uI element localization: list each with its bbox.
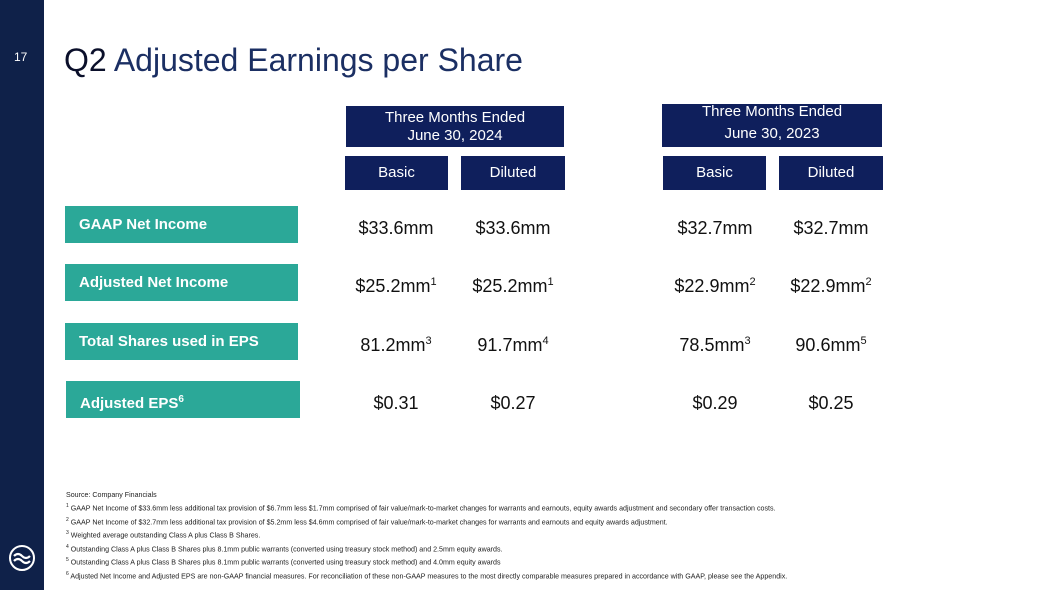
period-2024-line2: June 30, 2024 bbox=[407, 127, 503, 144]
footnote-marker: 6 bbox=[66, 571, 69, 578]
footnotes: Source: Company Financials 1 GAAP Net In… bbox=[66, 490, 1026, 583]
cell-footnote-ref: 3 bbox=[425, 335, 432, 347]
footnote-source: Source: Company Financials bbox=[66, 491, 157, 499]
row-label-text: GAAP Net Income bbox=[79, 216, 208, 233]
row-label-text: Adjusted EPS bbox=[80, 395, 179, 412]
period-header-2024: Three Months Ended June 30, 2024 bbox=[346, 106, 564, 147]
cell-footnote-ref: 2 bbox=[865, 276, 872, 288]
page-title: Q2 Adjusted Earnings per Share bbox=[64, 42, 523, 79]
page-number: 17 bbox=[14, 50, 28, 64]
title-prefix: Q2 bbox=[64, 42, 107, 78]
table-cell: $32.7mm bbox=[660, 206, 770, 247]
column-header-2024-diluted: Diluted bbox=[461, 156, 565, 190]
footnote-4: 4 Outstanding Class A plus Class B Share… bbox=[66, 542, 1026, 556]
table-cell: $32.7mm bbox=[776, 206, 886, 247]
column-header-2023-basic: Basic bbox=[663, 156, 766, 190]
cell-value: 78.5mm bbox=[679, 335, 745, 355]
period-2024-line1: Three Months Ended bbox=[384, 109, 526, 126]
cell-value: $32.7mm bbox=[677, 218, 753, 238]
cell-value: $0.25 bbox=[808, 393, 854, 413]
cell-footnote-ref: 1 bbox=[430, 276, 437, 288]
table-cell: $0.29 bbox=[660, 381, 770, 422]
cell-value: $25.2mm bbox=[355, 276, 431, 296]
table-cell: 78.5mm3 bbox=[660, 323, 770, 364]
footnote-text: Outstanding Class A plus Class B Shares … bbox=[70, 558, 501, 567]
cell-value: $0.31 bbox=[373, 393, 419, 413]
row-label-total-shares: Total Shares used in EPS bbox=[65, 323, 298, 360]
cell-value: $25.2mm bbox=[472, 276, 548, 296]
table-cell: $25.2mm1 bbox=[341, 264, 451, 305]
cell-value: $22.9mm bbox=[674, 276, 750, 296]
table-cell: 90.6mm5 bbox=[776, 323, 886, 364]
cell-value: $22.9mm bbox=[790, 276, 866, 296]
cell-value: 90.6mm bbox=[795, 335, 861, 355]
footnote-1: 1 GAAP Net Income of $33.6mm less additi… bbox=[66, 501, 1026, 515]
title-main: Adjusted Earnings per Share bbox=[113, 42, 523, 78]
cell-footnote-ref: 4 bbox=[542, 335, 549, 347]
company-logo-icon bbox=[9, 545, 35, 571]
footnote-2: 2 GAAP Net Income of $32.7mm less additi… bbox=[66, 515, 1026, 529]
footnote-3: 3 Weighted average outstanding Class A p… bbox=[66, 528, 1026, 542]
table-cell: $33.6mm bbox=[341, 206, 451, 247]
table-cell: 81.2mm3 bbox=[341, 323, 451, 364]
footnote-text: GAAP Net Income of $33.6mm less addition… bbox=[70, 504, 776, 513]
footnote-5: 5 Outstanding Class A plus Class B Share… bbox=[66, 555, 1026, 569]
table-cell: $0.25 bbox=[776, 381, 886, 422]
row-label-text: Total Shares used in EPS bbox=[79, 333, 259, 350]
footnote-marker: 2 bbox=[66, 516, 69, 523]
table-cell: $0.27 bbox=[458, 381, 568, 422]
row-label-adjusted-eps: Adjusted EPS6 bbox=[66, 381, 300, 418]
footnote-6: 6 Adjusted Net Income and Adjusted EPS a… bbox=[66, 569, 1026, 583]
footnote-marker: 5 bbox=[66, 557, 69, 564]
table-cell: $33.6mm bbox=[458, 206, 568, 247]
footnote-marker: 4 bbox=[66, 543, 69, 550]
cell-value: 81.2mm bbox=[360, 335, 426, 355]
cell-value: 91.7mm bbox=[477, 335, 543, 355]
cell-value: $33.6mm bbox=[475, 218, 551, 238]
table-cell: $0.31 bbox=[341, 381, 451, 422]
cell-footnote-ref: 5 bbox=[860, 335, 867, 347]
period-2023-line1: Three Months Ended bbox=[701, 103, 843, 120]
cell-value: $33.6mm bbox=[358, 218, 434, 238]
cell-value: $0.29 bbox=[692, 393, 738, 413]
table-cell: $25.2mm1 bbox=[458, 264, 568, 305]
footnote-text: Outstanding Class A plus Class B Shares … bbox=[70, 545, 503, 554]
cell-footnote-ref: 2 bbox=[749, 276, 756, 288]
footnote-text: Weighted average outstanding Class A plu… bbox=[70, 531, 261, 540]
period-2023-line2: June 30, 2023 bbox=[724, 125, 820, 142]
cell-value: $0.27 bbox=[490, 393, 536, 413]
cell-footnote-ref: 3 bbox=[744, 335, 751, 347]
footnote-text: GAAP Net Income of $32.7mm less addition… bbox=[70, 518, 668, 527]
column-header-2023-diluted: Diluted bbox=[779, 156, 883, 190]
period-header-2023: Three Months Ended June 30, 2023 bbox=[662, 103, 882, 147]
table-cell: $22.9mm2 bbox=[660, 264, 770, 305]
cell-footnote-ref: 1 bbox=[547, 276, 554, 288]
row-label-adjusted-net-income: Adjusted Net Income bbox=[65, 264, 298, 301]
footnote-marker: 3 bbox=[66, 530, 69, 537]
row-label-footnote-ref: 6 bbox=[178, 394, 184, 405]
table-cell: 91.7mm4 bbox=[458, 323, 568, 364]
table-cell: $22.9mm2 bbox=[776, 264, 886, 305]
footnote-text: Adjusted Net Income and Adjusted EPS are… bbox=[70, 572, 788, 581]
row-label-gaap-net-income: GAAP Net Income bbox=[65, 206, 298, 243]
sidebar: 17 bbox=[0, 0, 44, 590]
cell-value: $32.7mm bbox=[793, 218, 869, 238]
row-label-text: Adjusted Net Income bbox=[79, 274, 229, 291]
column-header-2024-basic: Basic bbox=[345, 156, 448, 190]
footnote-marker: 1 bbox=[66, 503, 69, 510]
